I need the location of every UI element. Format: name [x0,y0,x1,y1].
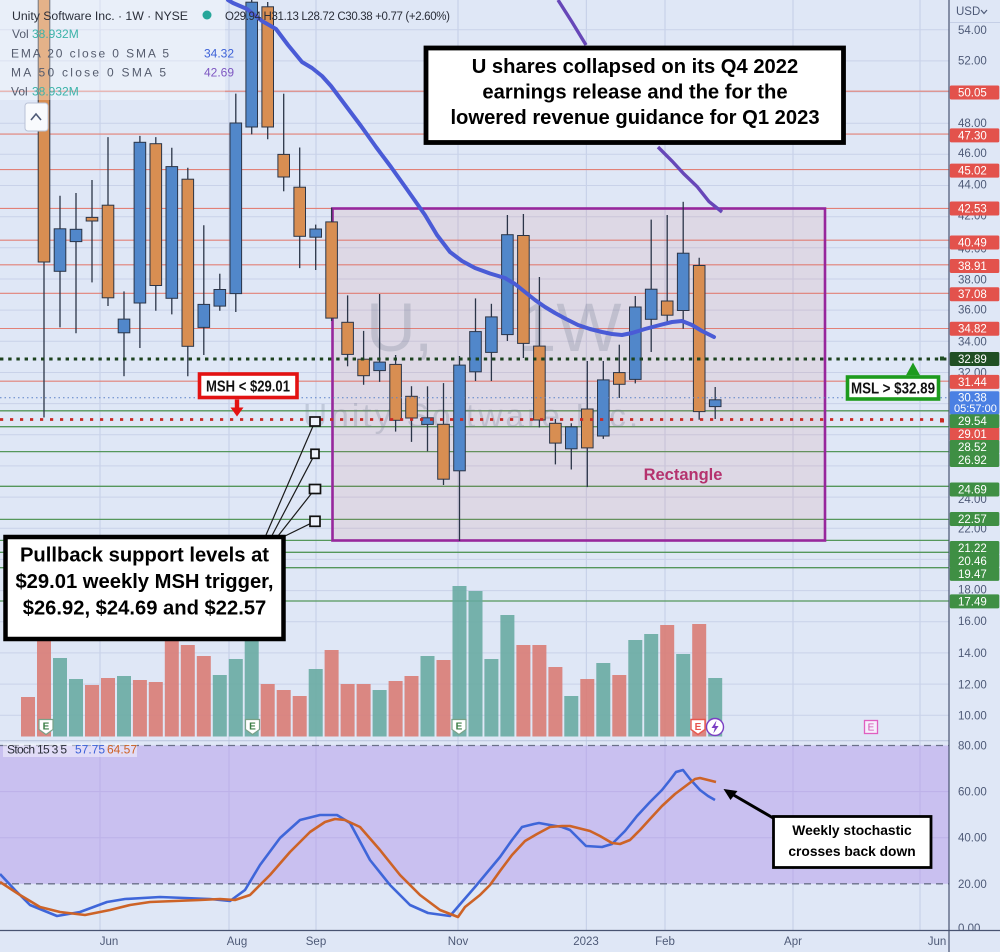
svg-text:EMA 20 close 0 SMA 5: EMA 20 close 0 SMA 5 [11,47,169,61]
svg-text:26.92: 26.92 [958,455,987,467]
svg-text:34.82: 34.82 [958,324,987,336]
svg-text:Rectangle: Rectangle [644,466,723,484]
svg-text:80.00: 80.00 [958,741,987,753]
svg-text:60.00: 60.00 [958,787,987,799]
svg-text:47.30: 47.30 [958,130,987,142]
svg-text:10.00: 10.00 [958,711,987,723]
svg-text:40.49: 40.49 [958,238,987,250]
svg-text:MA 50 close 0 SMA 5: MA 50 close 0 SMA 5 [11,66,166,80]
svg-text:32.89: 32.89 [958,354,987,366]
svg-text:64.57: 64.57 [107,743,137,757]
svg-text:$29.01 weekly MSH trigger,: $29.01 weekly MSH trigger, [15,571,273,593]
svg-text:52.00: 52.00 [958,56,987,68]
svg-text:Jun: Jun [100,936,119,948]
svg-text:E: E [868,723,875,734]
svg-text:31.44: 31.44 [958,377,987,389]
svg-text:20.00: 20.00 [958,879,987,891]
svg-text:44.00: 44.00 [958,180,987,192]
svg-text:34.00: 34.00 [958,337,987,349]
svg-text:16.00: 16.00 [958,616,987,628]
svg-text:Jun: Jun [928,936,947,948]
svg-text:38.91: 38.91 [958,261,987,273]
svg-text:Sep: Sep [306,936,326,948]
svg-text:O29.94 H31.13 L28.72 C30.38 +0: O29.94 H31.13 L28.72 C30.38 +0.77 (+2.60… [225,11,450,23]
svg-text:54.00: 54.00 [958,25,987,37]
svg-text:Vol: Vol [12,27,29,41]
svg-text:MSL > $32.89: MSL > $32.89 [851,381,935,398]
svg-text:28.52: 28.52 [958,442,987,454]
svg-text:12.00: 12.00 [958,680,987,692]
svg-text:lowered revenue guidance for Q: lowered revenue guidance for Q1 2023 [450,107,819,129]
svg-text:50.05: 50.05 [958,88,987,100]
svg-text:40.00: 40.00 [958,833,987,845]
svg-text:E: E [695,722,702,733]
svg-text:E: E [249,722,256,733]
svg-text:36.00: 36.00 [958,304,987,316]
svg-text:48.00: 48.00 [958,118,987,130]
svg-text:46.00: 46.00 [958,148,987,160]
svg-text:38.932M: 38.932M [32,85,79,99]
svg-text:19.47: 19.47 [958,569,987,581]
svg-text:Aug: Aug [227,936,247,948]
svg-text:14.00: 14.00 [958,648,987,660]
svg-text:Apr: Apr [784,936,802,948]
svg-text:21.22: 21.22 [958,543,987,555]
svg-text:Vol: Vol [11,85,28,99]
svg-text:U: U [366,289,416,366]
svg-text:,: , [414,289,433,366]
svg-text:17.49: 17.49 [958,596,987,608]
svg-text:30.38: 30.38 [958,392,987,404]
svg-text:29.01: 29.01 [958,429,987,441]
svg-text:Stoch 15 3 5: Stoch 15 3 5 [7,743,67,757]
svg-text:24.00: 24.00 [958,494,987,506]
svg-text:22.57: 22.57 [958,514,987,526]
svg-text:MSH < $29.01: MSH < $29.01 [206,379,290,396]
svg-text:05:57:00: 05:57:00 [954,403,997,415]
svg-text:Pullback support levels at: Pullback support levels at [20,545,269,567]
svg-text:34.32: 34.32 [204,47,234,61]
svg-text:22.00: 22.00 [958,524,987,536]
svg-text:29.54: 29.54 [958,416,987,428]
svg-text:E: E [456,722,463,733]
svg-text:Nov: Nov [448,936,469,948]
svg-text:38.932M: 38.932M [32,27,79,41]
svg-text:crosses back down: crosses back down [788,844,915,859]
svg-text:42.53: 42.53 [958,204,987,216]
svg-text:earnings release and the for t: earnings release and the for the [482,82,787,104]
svg-text:24.69: 24.69 [958,485,987,497]
svg-text:U shares collapsed on its Q4 2: U shares collapsed on its Q4 2022 [472,56,799,78]
svg-text:42.69: 42.69 [204,66,234,80]
svg-text:37.08: 37.08 [958,289,987,301]
svg-text:57.75: 57.75 [75,743,105,757]
svg-text:20.46: 20.46 [958,556,987,568]
svg-text:USD: USD [956,6,980,18]
svg-text:45.02: 45.02 [958,166,987,178]
svg-text:2023: 2023 [573,936,599,948]
svg-text:$26.92, $24.69 and $22.57: $26.92, $24.69 and $22.57 [23,598,267,620]
svg-text:18.00: 18.00 [958,585,987,597]
svg-text:Feb: Feb [655,936,675,948]
svg-text:Weekly stochastic: Weekly stochastic [792,823,912,838]
svg-text:E: E [43,722,50,733]
svg-text:Unity Software Inc. · 1W · NYS: Unity Software Inc. · 1W · NYSE [12,9,188,23]
svg-text:38.00: 38.00 [958,274,987,286]
